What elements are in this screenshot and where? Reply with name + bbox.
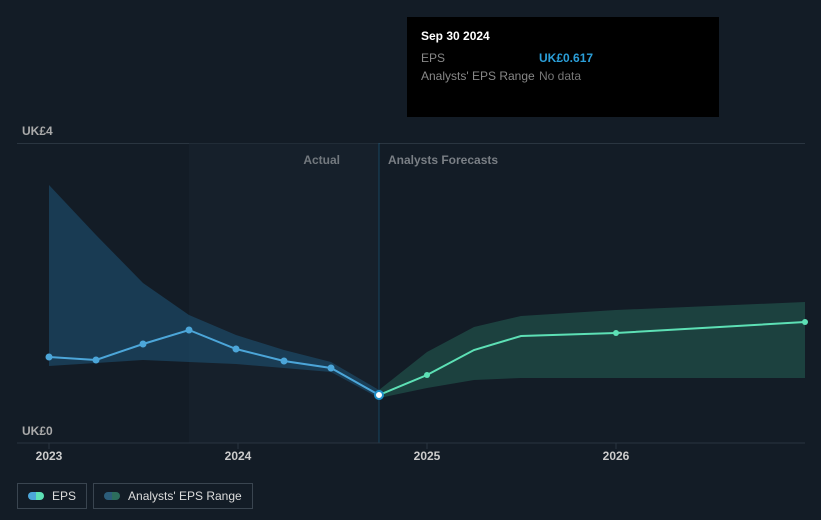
legend-swatch-icon (104, 492, 120, 500)
legend-swatch-icon (28, 492, 44, 500)
x-axis-tick-label: 2026 (603, 449, 630, 463)
hover-point (375, 391, 383, 399)
chart-legend: EPS Analysts' EPS Range (17, 483, 253, 509)
chart-plot-area[interactable] (0, 0, 821, 520)
range-area-forecast (379, 302, 805, 398)
legend-item-eps[interactable]: EPS (17, 483, 87, 509)
eps-chart-container: { "theme": { "background_color": "#131c2… (0, 0, 821, 520)
legend-label: EPS (52, 489, 76, 503)
x-axis-tick-label: 2024 (225, 449, 252, 463)
x-axis-tick-label: 2025 (414, 449, 441, 463)
legend-label: Analysts' EPS Range (128, 489, 242, 503)
legend-item-range[interactable]: Analysts' EPS Range (93, 483, 253, 509)
x-axis-tick-label: 2023 (36, 449, 63, 463)
